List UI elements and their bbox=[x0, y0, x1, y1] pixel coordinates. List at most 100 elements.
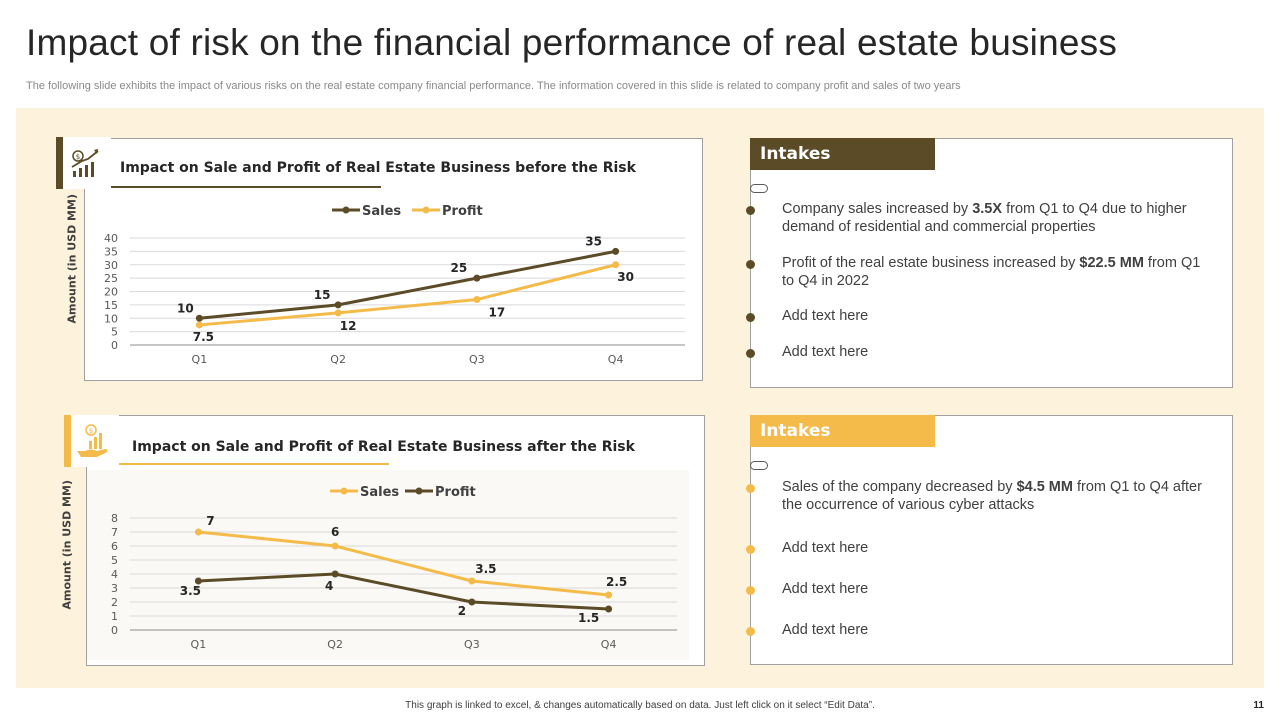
data-label: 7.5 bbox=[193, 330, 214, 344]
y-tick-label: 10 bbox=[104, 312, 118, 325]
bullet-text-part: from Q1 to Q4 in 2022 bbox=[782, 255, 1201, 289]
data-label: 7 bbox=[206, 514, 214, 528]
intake-bullet-text: Sales of the company decreased by $4.5 M… bbox=[782, 478, 1212, 514]
page-title: Impact of risk on the financial performa… bbox=[26, 22, 1118, 63]
x-tick-label: Q1 bbox=[192, 353, 208, 366]
y-tick-label: 35 bbox=[104, 245, 118, 258]
intakes-heading-top: Intakes bbox=[750, 138, 935, 170]
intake-bullet-text: Add text here bbox=[782, 307, 1212, 325]
y-tick-label: 4 bbox=[111, 568, 118, 581]
data-point bbox=[195, 321, 203, 329]
bullet-dot bbox=[746, 313, 755, 322]
bullet-dot bbox=[746, 484, 755, 493]
x-tick-label: Q2 bbox=[330, 353, 346, 366]
intakes-card-bottom bbox=[750, 415, 1233, 665]
y-tick-label: 0 bbox=[111, 339, 118, 352]
bullet-text-part: Company sales increased by bbox=[782, 201, 973, 217]
plot-background bbox=[87, 470, 689, 660]
legend-marker bbox=[422, 206, 430, 214]
data-point bbox=[605, 591, 613, 599]
data-point bbox=[468, 598, 476, 606]
series-line-profit bbox=[199, 263, 616, 327]
bullet-text-part: Profit of the real estate business incre… bbox=[782, 255, 1080, 271]
data-point bbox=[612, 247, 620, 255]
svg-text:$: $ bbox=[76, 153, 80, 161]
intake-bullet-text: Company sales increased by 3.5X from Q1 … bbox=[782, 200, 1212, 236]
bullet-text-part: from Q1 to Q4 after the occurrence of va… bbox=[782, 479, 1202, 513]
data-label: 10 bbox=[177, 301, 194, 315]
legend-marker bbox=[340, 487, 348, 495]
bullet-highlight: 3.5X bbox=[972, 201, 1003, 217]
data-point bbox=[194, 528, 202, 536]
y-tick-label: 40 bbox=[104, 232, 118, 245]
title-underline-after bbox=[119, 463, 389, 465]
y-tick-label: 20 bbox=[104, 286, 118, 299]
money-hand-icon: $ bbox=[77, 424, 108, 457]
series-line-profit bbox=[198, 572, 609, 611]
series-line-sales bbox=[198, 530, 609, 597]
data-point bbox=[331, 542, 339, 550]
data-point bbox=[468, 577, 476, 585]
y-tick-label: 6 bbox=[111, 540, 118, 553]
data-point bbox=[473, 296, 481, 304]
y-tick-label: 5 bbox=[111, 554, 118, 567]
bullet-text-part: from Q1 to Q4 due to higher demand of re… bbox=[782, 201, 1187, 235]
data-point bbox=[612, 261, 620, 269]
y-tick-label: 30 bbox=[104, 259, 118, 272]
data-label: 17 bbox=[489, 306, 506, 320]
svg-text:$: $ bbox=[89, 427, 93, 435]
bullet-highlight: $22.5 MM bbox=[1079, 255, 1144, 271]
page-number: 11 bbox=[1253, 700, 1264, 711]
y-tick-label: 15 bbox=[104, 299, 118, 312]
data-label: 15 bbox=[314, 288, 331, 302]
data-label: 3.5 bbox=[475, 562, 496, 576]
data-point bbox=[334, 309, 342, 317]
data-label: 3.5 bbox=[180, 584, 201, 598]
bullet-text-part: Sales of the company decreased by bbox=[782, 479, 1017, 495]
intakes-heading-bottom: Intakes bbox=[750, 415, 935, 447]
accent-bar-dark bbox=[56, 137, 63, 189]
data-label: 1.5 bbox=[578, 611, 599, 625]
intake-bullet-text: Add text here bbox=[782, 580, 1212, 598]
icon-box-bottom: $ bbox=[71, 415, 119, 467]
data-label: 2 bbox=[458, 604, 466, 618]
page-subtitle: The following slide exhibits the impact … bbox=[26, 80, 961, 92]
list-marker-pill bbox=[750, 461, 768, 470]
bullet-highlight: $4.5 MM bbox=[1016, 479, 1073, 495]
data-label: 25 bbox=[451, 261, 468, 275]
data-label: 12 bbox=[340, 319, 357, 333]
y-axis-label-after: Amount (in USD MM) bbox=[60, 480, 74, 610]
bullet-text-part: Add text here bbox=[782, 581, 869, 597]
data-point bbox=[195, 314, 203, 322]
data-point bbox=[605, 605, 613, 613]
title-underline-before bbox=[111, 186, 381, 188]
bullet-dot bbox=[746, 586, 755, 595]
bullet-text-part: Add text here bbox=[782, 308, 869, 324]
bullet-text-part: Add text here bbox=[782, 344, 869, 360]
x-tick-label: Q3 bbox=[464, 638, 480, 651]
accent-bar-gold bbox=[64, 415, 71, 467]
y-tick-label: 7 bbox=[111, 526, 118, 539]
y-tick-label: 5 bbox=[111, 326, 118, 339]
y-tick-label: 1 bbox=[111, 610, 118, 623]
y-tick-label: 3 bbox=[111, 582, 118, 595]
bullet-dot bbox=[746, 349, 755, 358]
growth-chart-icon: $ bbox=[71, 149, 99, 177]
intake-bullet-text: Profit of the real estate business incre… bbox=[782, 254, 1212, 290]
data-label: 2.5 bbox=[606, 575, 627, 589]
intakes-card-top bbox=[750, 138, 1233, 388]
intake-bullet-text: Add text here bbox=[782, 539, 1212, 557]
bullet-dot bbox=[746, 545, 755, 554]
data-label: 6 bbox=[331, 525, 339, 539]
chart-title-after: Impact on Sale and Profit of Real Estate… bbox=[132, 439, 635, 455]
legend-marker bbox=[415, 487, 423, 495]
data-point bbox=[473, 274, 481, 282]
y-tick-label: 25 bbox=[104, 272, 118, 285]
footer-note: This graph is linked to excel, & changes… bbox=[405, 700, 875, 711]
legend-marker bbox=[342, 206, 350, 214]
data-point bbox=[194, 577, 202, 585]
series-line-sales bbox=[199, 249, 616, 320]
x-tick-label: Q4 bbox=[601, 638, 617, 651]
